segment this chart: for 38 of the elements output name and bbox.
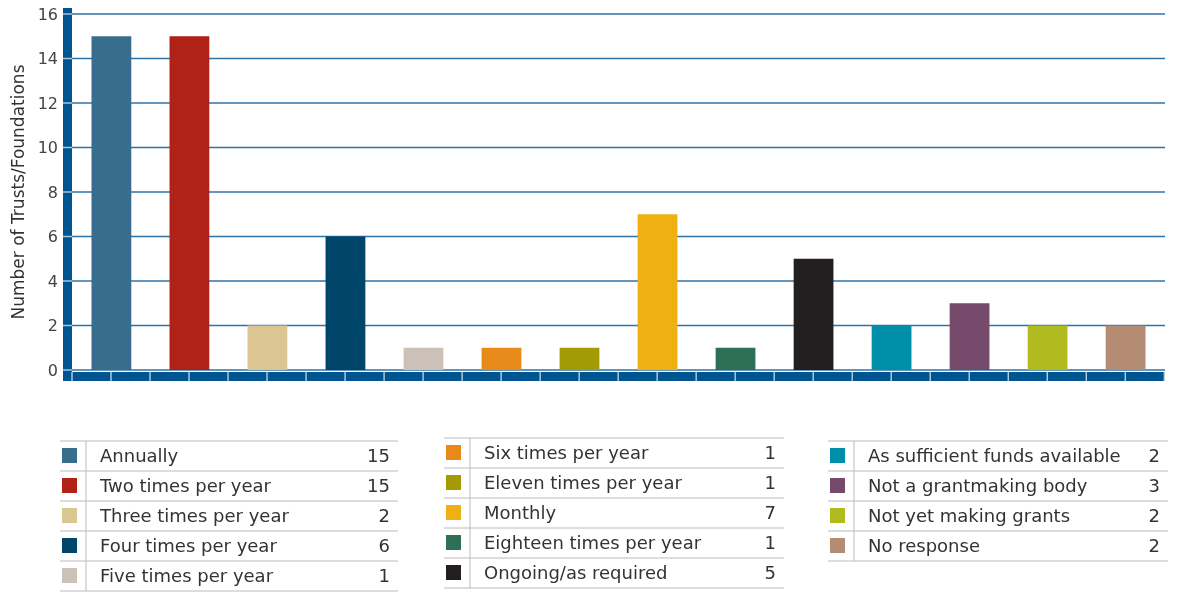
text: 15: [367, 445, 390, 466]
legend-label: Not yet making grants: [868, 505, 1071, 526]
legend-label: Eleven times per year: [484, 472, 683, 493]
text: 2: [1148, 505, 1160, 526]
legend-label: Not a grantmaking body: [868, 475, 1088, 496]
y-tick-label: 16: [37, 4, 58, 24]
y-tick-label: 4: [47, 271, 58, 291]
text: 15: [367, 475, 390, 496]
y-tick-label: 10: [37, 138, 58, 158]
legend-label: Five times per year: [100, 565, 274, 586]
text: 1: [764, 532, 776, 553]
y-tick-label: 6: [47, 227, 58, 247]
legend-label: Six times per year: [484, 442, 649, 463]
legend-label: Monthly: [484, 502, 557, 523]
y-tick-label: 14: [37, 49, 58, 69]
text: 2: [1148, 535, 1160, 556]
text: 2: [1148, 445, 1160, 466]
legend-label: Four times per year: [100, 535, 278, 556]
text: 1: [764, 442, 776, 463]
text: 1: [764, 472, 776, 493]
y-tick-label: 0: [47, 360, 58, 380]
text: 6: [378, 535, 390, 556]
y-tick-label: 2: [47, 316, 58, 336]
y-axis-title: Number of Trusts/Foundations: [8, 64, 28, 320]
legend-label: Ongoing/as required: [484, 562, 668, 583]
text: 5: [764, 562, 776, 583]
legend-label: Three times per year: [99, 505, 290, 526]
text: 1: [378, 565, 390, 586]
text: 2: [378, 505, 390, 526]
y-tick-label: 12: [37, 93, 58, 113]
text: 7: [764, 502, 776, 523]
legend-label: Eighteen times per year: [484, 532, 702, 553]
legend-label: No response: [868, 535, 980, 556]
legend-label: Annually: [100, 445, 179, 466]
legend-label: Two times per year: [99, 475, 272, 496]
legend-label: As sufficient funds available: [868, 445, 1121, 466]
y-tick-label: 8: [47, 182, 58, 202]
text: 3: [1148, 475, 1160, 496]
